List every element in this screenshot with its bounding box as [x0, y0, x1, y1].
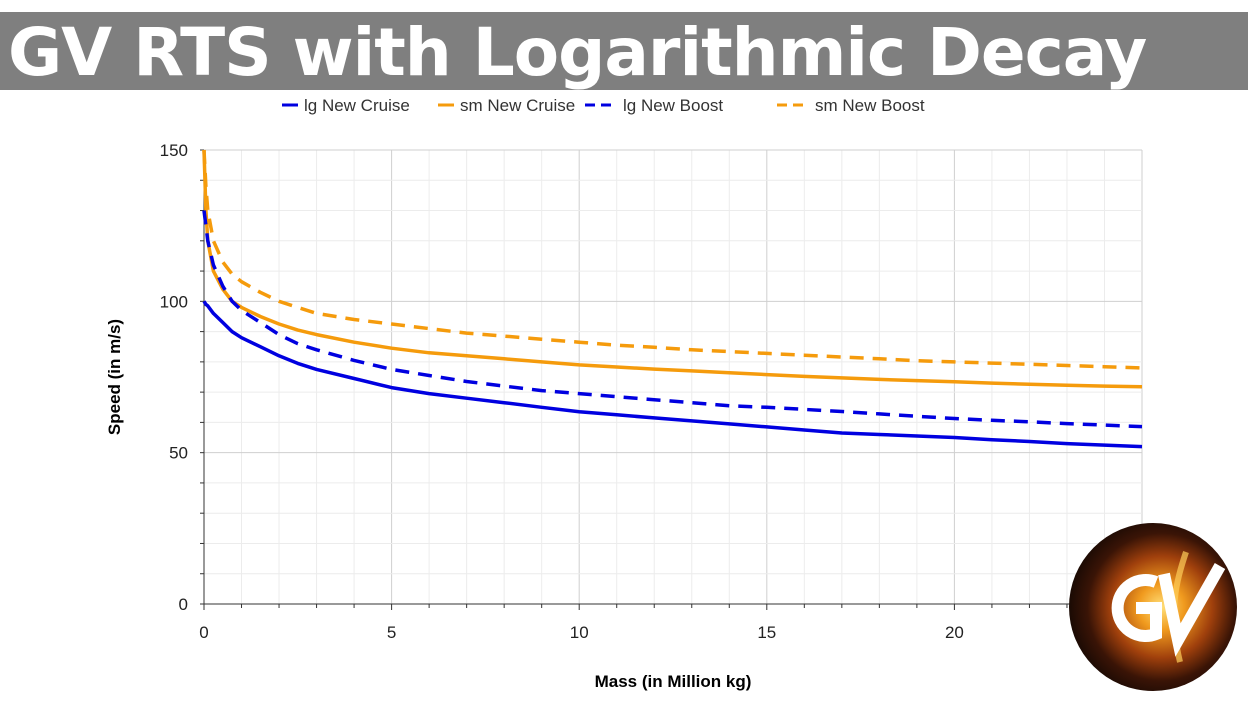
series-line-lg-new-boost: [202, 210, 1143, 429]
legend-label: lg New Cruise: [304, 96, 410, 115]
gv-logo: [1069, 523, 1237, 691]
chart-series: [202, 149, 1143, 449]
x-tick-label: 0: [199, 623, 208, 642]
series-line-lg-new-cruise: [202, 300, 1143, 449]
chart-grid: [203, 149, 1143, 605]
x-axis-title: Mass (in Million kg): [595, 672, 752, 691]
chart-axes: [200, 149, 1143, 610]
x-tick-label: 10: [570, 623, 589, 642]
legend-label: sm New Boost: [815, 96, 925, 115]
x-tick-label: 5: [387, 623, 396, 642]
y-axis-title: Speed (in m/s): [105, 319, 124, 435]
chart-legend: lg New Cruise sm New Cruise lg New Boost sm…: [282, 96, 925, 115]
y-tick-label: 150: [160, 141, 188, 160]
series-line-sm-new-cruise: [202, 149, 1143, 389]
x-tick-label: 15: [757, 623, 776, 642]
y-tick-label: 100: [160, 292, 188, 311]
legend-label: sm New Cruise: [460, 96, 575, 115]
legend-label: lg New Boost: [623, 96, 723, 115]
page-title: GV RTS with Logarithmic Decay: [8, 14, 1147, 91]
chart-labels: 0 5 10 15 20 0 50 100 150 Mass (in Million kg) Spe…: [105, 141, 964, 691]
x-tick-label: 20: [945, 623, 964, 642]
series-line-sm-new-boost: [202, 149, 1143, 370]
y-tick-label: 50: [169, 444, 188, 463]
speed-vs-mass-chart: lg New Cruise sm New Cruise lg New Boost sm…: [105, 96, 1143, 691]
title-bar: GV RTS with Logarithmic Decay: [0, 12, 1248, 91]
y-tick-label: 0: [179, 595, 188, 614]
